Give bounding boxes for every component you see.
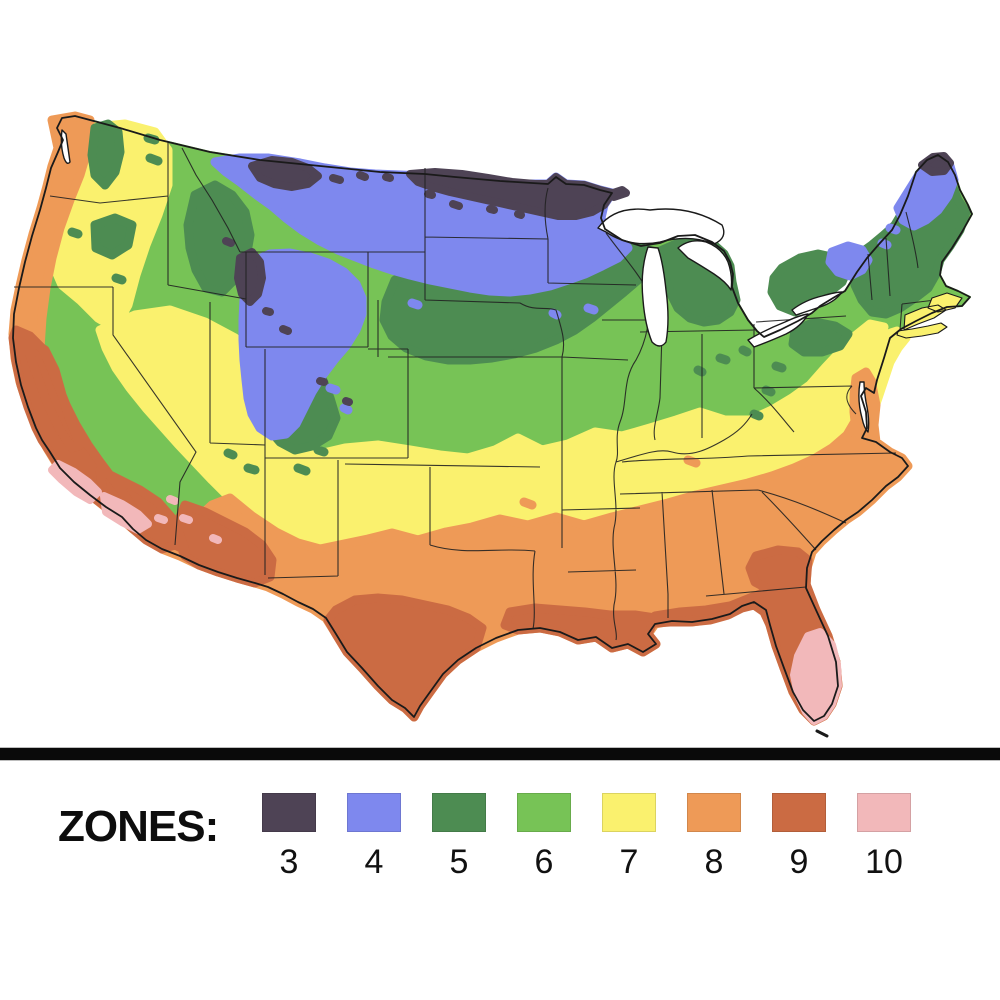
zone-4-number: 4 [364, 843, 384, 881]
zone-3-number: 3 [279, 843, 299, 881]
legend-item-zone-6: 6 [517, 793, 571, 882]
zone-5-number: 5 [449, 843, 469, 881]
legend-item-zone-10: 10 [857, 793, 911, 882]
legend-item-zone-8: 8 [687, 793, 741, 882]
zone-7-number: 7 [619, 843, 639, 881]
legend: ZONES: 3 4 5 6 7 8 9 10 [0, 780, 1000, 890]
legend-items: 3 4 5 6 7 8 9 10 [262, 793, 911, 882]
zone-7-swatch [602, 793, 656, 832]
legend-item-zone-4: 4 [347, 793, 401, 882]
map-legend-divider [0, 748, 1000, 760]
zone-6-swatch [517, 793, 571, 832]
zone-6-number: 6 [534, 843, 554, 881]
zone-fill-layers [8, 111, 973, 726]
zone-4-swatch [347, 793, 401, 832]
zone-3-regions [222, 152, 954, 406]
legend-item-zone-3: 3 [262, 793, 316, 882]
zone-10-number: 10 [865, 843, 903, 881]
legend-item-zone-9: 9 [772, 793, 826, 882]
zone-8-swatch [687, 793, 741, 832]
zone-9-swatch [772, 793, 826, 832]
zone-9-number: 9 [789, 843, 809, 881]
zone-5-swatch [432, 793, 486, 832]
florida-keys [815, 729, 829, 738]
legend-item-zone-5: 5 [432, 793, 486, 882]
state-borders [14, 142, 945, 641]
zone-10-swatch [857, 793, 911, 832]
legend-title: ZONES: [58, 802, 219, 851]
legend-item-zone-7: 7 [602, 793, 656, 882]
coastal-yellow-details [896, 292, 963, 339]
zone-3-swatch [262, 793, 316, 832]
zone-8-number: 8 [704, 843, 724, 881]
